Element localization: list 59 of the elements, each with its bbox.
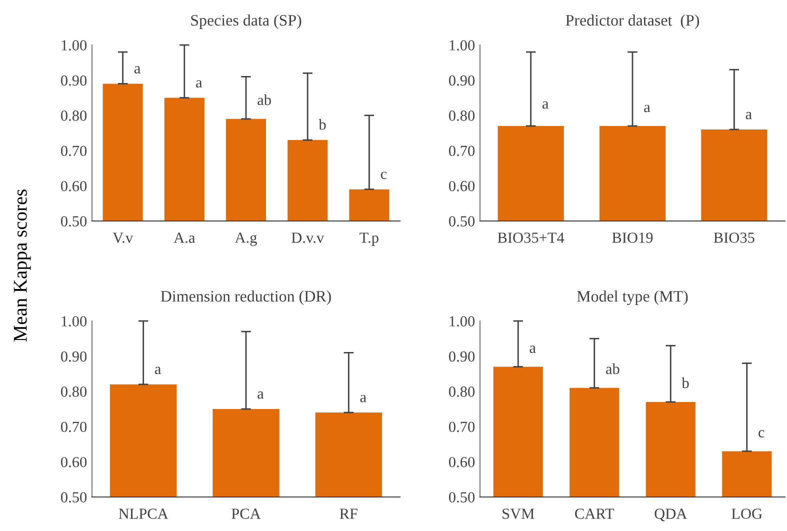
chart-title: Dimension reduction (DR)	[160, 290, 331, 305]
x-tick-label: RF	[340, 508, 358, 519]
annotation: c	[380, 172, 387, 180]
annotation: a	[644, 104, 650, 112]
y-tick-label: 0.50	[60, 492, 87, 503]
y-tick-label: 0.80	[448, 386, 475, 397]
x-tick-label: BIO35	[714, 232, 754, 243]
y-tick-label: 0.60	[60, 456, 87, 468]
x-tick-label: NLPCA	[118, 508, 168, 519]
x-tick-label: LOG	[732, 508, 762, 519]
annotation: a	[542, 101, 549, 109]
annotation: a	[746, 112, 752, 120]
x-tick-label: CART	[575, 508, 614, 519]
annotation: b	[682, 377, 689, 388]
y-tick-label: 0.80	[60, 386, 87, 397]
x-tick-label: V.v	[112, 232, 134, 243]
x-tick-label: A.a	[174, 232, 196, 243]
x-tick-label: D.v.v	[292, 232, 324, 243]
annotation: a	[134, 66, 140, 74]
chart-title: Model type (MT)	[577, 290, 688, 305]
y-tick-label: 0.50	[60, 216, 87, 227]
annotation: b	[318, 119, 326, 130]
y-tick-label: 0.50	[448, 216, 475, 227]
annotation: a	[530, 346, 536, 353]
y-tick-label: 1.00	[450, 40, 475, 51]
y-tick-label: 0.90	[60, 75, 87, 86]
y-tick-label: 0.90	[448, 75, 475, 86]
y-tick-label: 1.00	[62, 316, 87, 327]
y-tick-label: 1.00	[62, 40, 87, 51]
x-tick-label: A.g	[234, 232, 257, 246]
annotation: ab	[606, 363, 620, 374]
y-axis-title: Mean Kappa scores	[14, 190, 31, 342]
x-tick-label: QDA	[654, 508, 688, 522]
chart-title: Species data (SP)	[191, 14, 302, 29]
annotation: a	[154, 366, 162, 374]
annotation: a	[360, 394, 366, 402]
y-tick-label: 0.60	[448, 180, 475, 192]
annotation: a	[196, 80, 202, 88]
y-tick-label: 0.60	[448, 456, 475, 468]
x-tick-label: BIO35+T4	[498, 232, 564, 243]
annotation: ab	[258, 94, 271, 106]
y-tick-label: 0.80	[60, 110, 87, 121]
y-tick-label: 0.60	[60, 180, 87, 192]
chart-title: Predictor dataset (P)	[566, 14, 699, 29]
y-tick-label: 0.70	[448, 146, 475, 156]
y-tick-label: 0.70	[60, 146, 87, 156]
x-tick-label: BIO19	[612, 232, 653, 243]
y-tick-label: 1.00	[450, 316, 475, 327]
annotation: c	[758, 430, 764, 438]
y-tick-label: 0.70	[60, 422, 87, 432]
annotation: a	[258, 391, 264, 399]
y-tick-label: 0.90	[60, 351, 87, 362]
x-tick-label: SVM	[502, 508, 534, 519]
y-tick-label: 0.70	[448, 422, 475, 432]
y-tick-label: 0.80	[448, 110, 475, 121]
x-tick-label: PCA	[232, 508, 261, 519]
y-tick-label: 0.90	[448, 351, 475, 362]
x-tick-label: T.p	[360, 232, 378, 246]
y-tick-label: 0.50	[448, 492, 475, 503]
